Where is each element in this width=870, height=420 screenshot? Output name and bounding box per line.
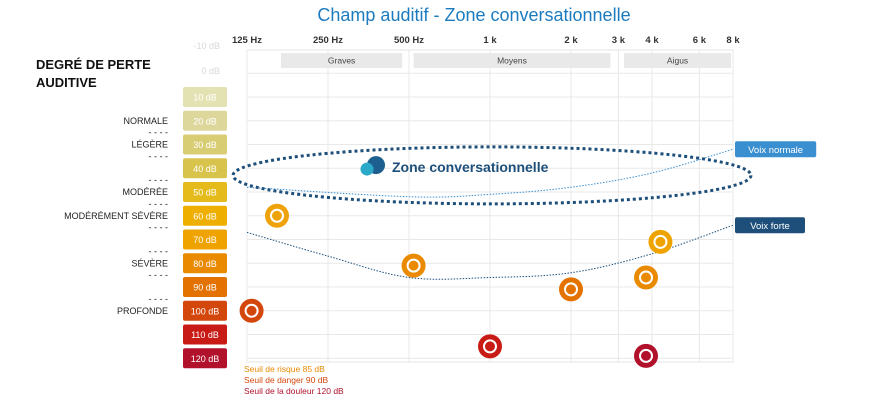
zone-label: Zone conversationnelle <box>392 159 549 175</box>
db-label: 10 dB <box>193 93 217 103</box>
dog-icon <box>401 253 426 278</box>
db-label: 80 dB <box>193 259 217 269</box>
band-aigus <box>624 53 731 68</box>
airplane-icon <box>634 343 659 368</box>
db-box <box>183 87 227 107</box>
band-label: Graves <box>328 56 355 66</box>
db-box <box>183 182 227 202</box>
series-label: Voix normale <box>748 145 803 156</box>
category-divider: - - - - <box>149 175 169 185</box>
db-box <box>183 348 227 369</box>
db-box <box>183 300 227 321</box>
band-label: Moyens <box>497 56 527 66</box>
speech-bubble-icon <box>360 162 374 176</box>
db-label: 120 dB <box>191 354 220 364</box>
db-label: 30 dB <box>193 140 217 150</box>
series-tag-voix-normale <box>735 141 817 158</box>
plot-area: 125 Hz 250 Hz 500 Hz 1 k 2 k 3 k 4 k 6 k 8 k Grav… <box>64 35 817 396</box>
band-moyens <box>413 53 611 68</box>
db-box <box>183 253 227 274</box>
series-tag-voix-forte <box>735 217 805 234</box>
db-box <box>183 205 227 226</box>
x-tick-label: 500 Hz <box>394 35 424 46</box>
category-moderee: MODÉRÉE <box>122 187 168 197</box>
db-label: 60 dB <box>193 211 217 221</box>
phone-ring-icon <box>634 265 659 290</box>
category-legere: LÉGÈRE <box>131 140 168 150</box>
y-axis-title-line1: DEGRÉ DE PERTE <box>36 57 151 72</box>
series-line-voix-forte <box>246 224 734 280</box>
faded-level-label: 0 dB <box>201 66 220 76</box>
x-tick-label: 2 k <box>564 35 578 46</box>
db-label: 110 dB <box>191 330 219 340</box>
threshold-label: Seuil de la douleur 120 dB <box>244 386 344 396</box>
band-graves <box>281 53 403 68</box>
db-label: 90 dB <box>193 283 217 293</box>
vacuum-icon <box>559 277 583 302</box>
category-divider: - - - - <box>149 270 169 280</box>
db-box <box>183 158 227 179</box>
category-divider: - - - - <box>149 294 169 304</box>
category-normale: NORMALE <box>123 116 168 126</box>
x-tick-label: 1 k <box>483 35 497 46</box>
category-profonde: PROFONDE <box>117 306 168 316</box>
threshold-label: Seuil de risque 85 dB <box>244 364 325 374</box>
faded-level-label: -10 dB <box>193 41 220 51</box>
x-tick-label: 8 k <box>726 35 740 46</box>
category-divider: - - - - <box>149 151 169 161</box>
x-tick-label: 250 Hz <box>313 35 343 46</box>
db-label: 40 dB <box>193 164 217 174</box>
truck-icon <box>239 298 264 323</box>
db-label: 50 dB <box>193 188 217 198</box>
x-tick-label: 4 k <box>645 35 659 46</box>
category-moderement-severe: MODÉRÉMENT SÉVÈRE <box>64 211 168 221</box>
db-box <box>183 134 227 155</box>
db-box <box>183 110 227 131</box>
chart-title: Champ auditif - Zone conversationnelle <box>317 5 630 25</box>
db-box <box>183 324 227 345</box>
boat-icon <box>265 203 289 228</box>
conversation-zone <box>231 145 753 206</box>
category-divider: - - - - <box>149 199 169 209</box>
series-line-voix-normale <box>246 148 734 198</box>
faucet-icon <box>648 229 673 254</box>
x-tick-label: 125 Hz <box>232 35 262 46</box>
db-label: 70 dB <box>193 235 217 245</box>
category-divider: - - - - <box>149 246 169 256</box>
category-divider: - - - - <box>149 128 169 138</box>
fireworks-icon <box>478 334 502 359</box>
db-label: 20 dB <box>193 116 217 126</box>
category-severe: SÉVÈRE <box>131 258 168 268</box>
db-box <box>183 277 227 297</box>
y-axis-title-line2: AUDITIVE <box>36 75 97 90</box>
db-box <box>183 229 227 250</box>
threshold-label: Seuil de danger 90 dB <box>244 375 328 385</box>
series-label: Voix forte <box>750 221 790 232</box>
db-label: 100 dB <box>191 306 220 316</box>
x-tick-label: 6 k <box>693 35 707 46</box>
category-divider: - - - - <box>149 223 169 233</box>
band-label: Aigus <box>667 56 688 66</box>
x-tick-label: 3 k <box>612 35 626 46</box>
